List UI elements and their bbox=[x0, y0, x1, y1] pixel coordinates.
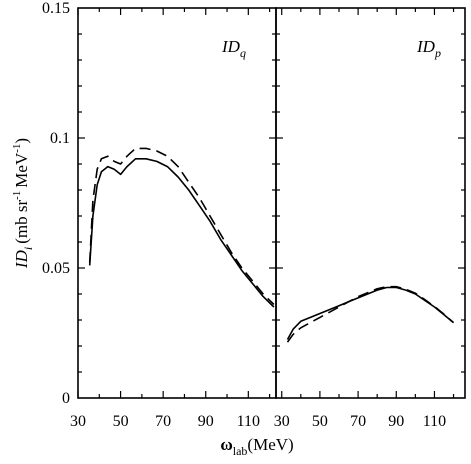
y-tick-label: 0.05 bbox=[42, 260, 70, 277]
y-tick-label: 0 bbox=[62, 390, 70, 407]
panel-right-curves bbox=[286, 285, 455, 343]
y-tick-label: 0.15 bbox=[42, 0, 70, 17]
panel-left-ticks bbox=[77, 8, 276, 398]
x-tick-label: 30 bbox=[70, 413, 86, 430]
x-tick-label: 70 bbox=[155, 413, 171, 430]
x-tick-label: 70 bbox=[350, 413, 366, 430]
panel-right-label: IDp bbox=[416, 37, 441, 60]
x-tick-label: 50 bbox=[113, 413, 129, 430]
panel-left-label: IDq bbox=[221, 37, 246, 60]
panel-left-id-q: IDq bbox=[77, 7, 277, 399]
panel-left-dashed-curve bbox=[88, 147, 275, 305]
panel-left-frame bbox=[77, 7, 277, 399]
panel-right-label-subscript: p bbox=[434, 46, 441, 60]
x-tick-label: 90 bbox=[388, 413, 404, 430]
panel-left-curves bbox=[88, 147, 275, 308]
x-tick-label: 110 bbox=[423, 413, 446, 430]
y-tick-label: 0.1 bbox=[50, 130, 70, 147]
x-tick-label: 90 bbox=[198, 413, 214, 430]
x-tick-labels: 30 50 70 90 110 30 50 70 90 110 bbox=[70, 413, 446, 430]
x-tick-label: 30 bbox=[274, 413, 290, 430]
panel-left-solid-curve bbox=[88, 158, 275, 308]
panel-right-dashed-curve bbox=[286, 285, 455, 343]
x-tick-label: 110 bbox=[237, 413, 260, 430]
y-axis-label: IDi(mb sr-1MeV-1) bbox=[11, 138, 35, 269]
y-tick-labels: 0 0.05 0.1 0.15 bbox=[42, 0, 70, 407]
panel-right-ticks bbox=[276, 8, 465, 398]
panel-right-solid-curve bbox=[286, 286, 455, 340]
panel-right-frame bbox=[275, 7, 466, 399]
x-tick-label: 50 bbox=[312, 413, 328, 430]
x-axis-label: ωlab(MeV) bbox=[220, 435, 293, 458]
panel-right-id-p: IDp bbox=[275, 7, 466, 399]
panel-left-label-subscript: q bbox=[240, 46, 246, 60]
